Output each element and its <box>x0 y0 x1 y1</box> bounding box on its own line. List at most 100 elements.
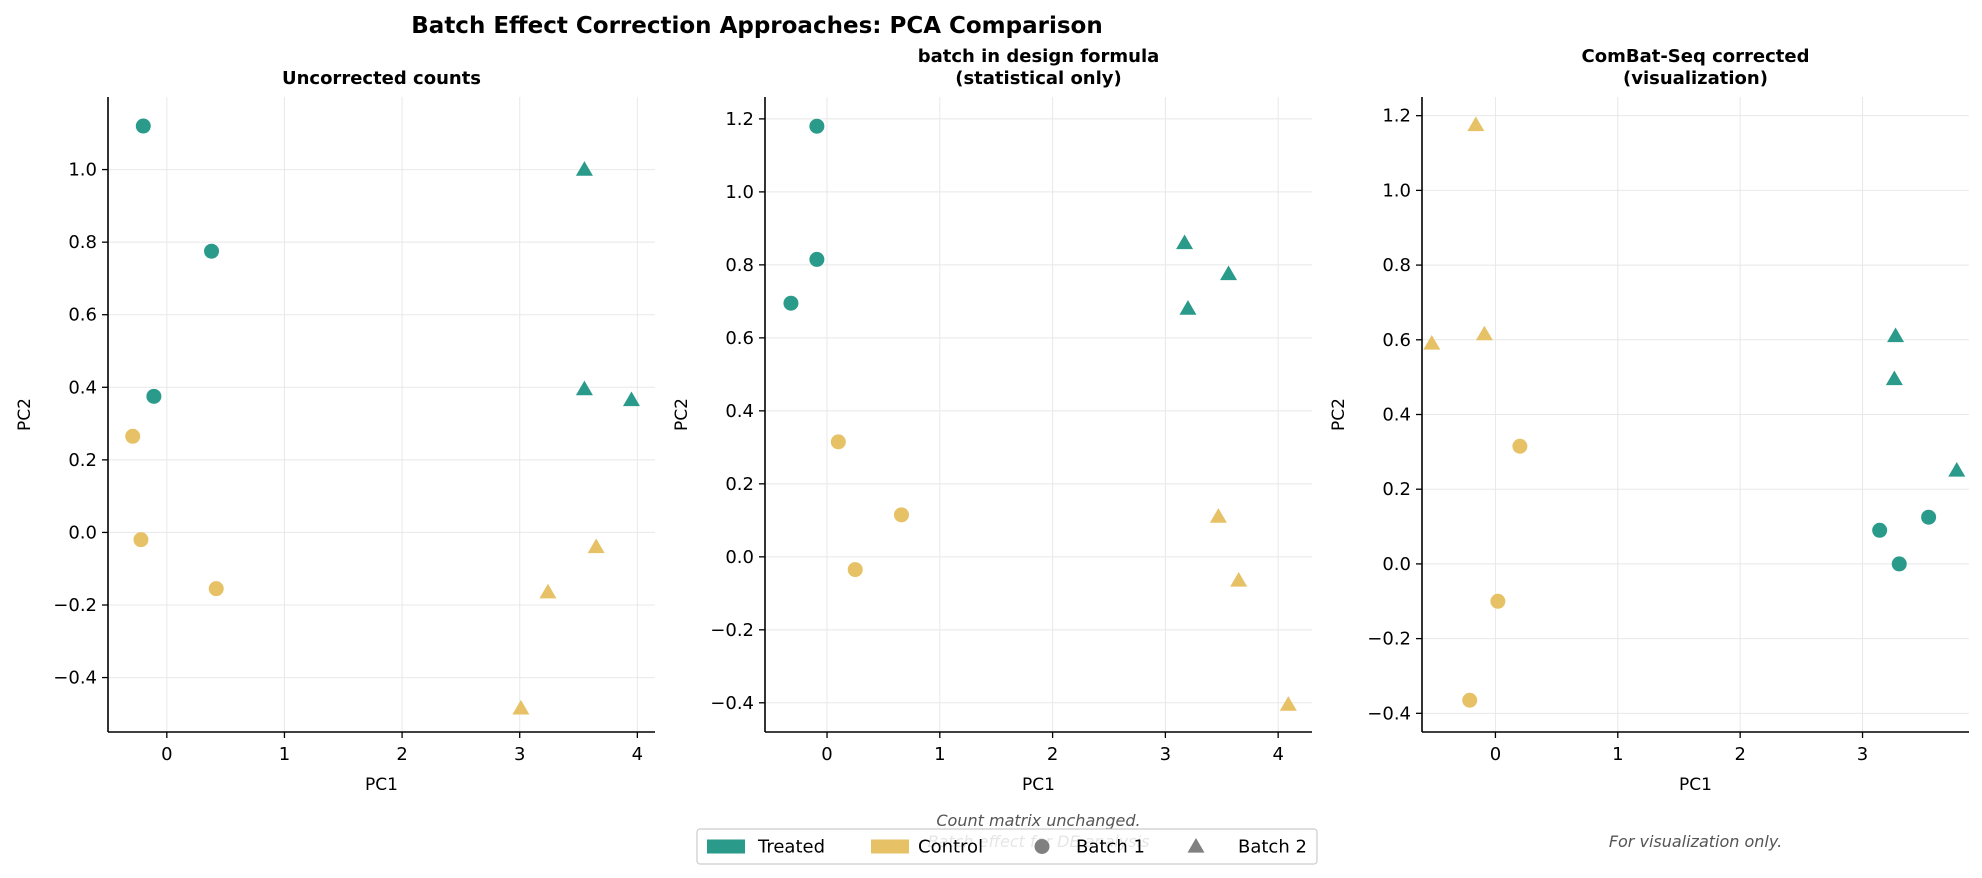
x-axis-label: PC1 <box>1022 775 1055 795</box>
y-tick-label: 1.0 <box>1382 180 1411 201</box>
y-tick-label: 0.4 <box>68 377 97 398</box>
figure-title: Batch Effect Correction Approaches: PCA … <box>411 13 1102 39</box>
legend-swatch <box>707 839 745 854</box>
data-point-control-batch-2 <box>1209 508 1227 523</box>
x-tick-label: 1 <box>279 744 290 765</box>
panel-title: ComBat-Seq corrected (visualization) <box>1582 46 1810 89</box>
y-tick-label: −0.2 <box>53 595 97 616</box>
y-tick-label: 1.2 <box>1382 106 1411 127</box>
data-point-control-batch-2 <box>587 538 605 554</box>
y-axis-label: PC2 <box>672 398 692 431</box>
y-tick-label: −0.4 <box>53 668 97 689</box>
y-tick-label: 1.2 <box>725 109 754 130</box>
x-axis-label: PC1 <box>1679 775 1712 795</box>
y-axis-label: PC2 <box>1329 398 1349 431</box>
panel-note: For visualization only. <box>1609 832 1782 851</box>
data-point-control-batch-2 <box>1467 116 1485 132</box>
data-point-control-batch-1 <box>1462 692 1478 708</box>
data-point-treated-batch-1 <box>1891 556 1907 572</box>
data-point-control-batch-2 <box>1230 572 1248 587</box>
data-point-treated-batch-1 <box>204 243 220 259</box>
data-point-treated-batch-2 <box>1176 234 1194 250</box>
legend-frame <box>696 828 1318 865</box>
x-axis-label: PC1 <box>365 775 398 795</box>
x-tick-label: 0 <box>1490 744 1501 765</box>
data-point-treated-batch-1 <box>809 251 825 267</box>
x-tick-label: 3 <box>514 744 525 765</box>
y-tick-label: 0.0 <box>1382 554 1411 575</box>
y-tick-label: 1.0 <box>68 160 97 181</box>
y-tick-label: −0.2 <box>1367 629 1411 650</box>
data-point-control-batch-1 <box>1512 438 1528 454</box>
legend-label: Batch 1 <box>1076 837 1145 858</box>
y-tick-label: −0.4 <box>710 693 754 714</box>
panel-title: batch in design formula (statistical only… <box>918 46 1160 89</box>
legend-circle-marker <box>1034 839 1050 854</box>
x-tick-label: 0 <box>821 744 832 765</box>
data-point-control-batch-1 <box>1490 593 1506 609</box>
y-tick-label: 0.0 <box>68 522 97 543</box>
data-point-treated-batch-2 <box>1948 462 1966 477</box>
y-tick-label: −0.2 <box>710 620 754 641</box>
y-tick-label: 0.4 <box>1382 405 1411 426</box>
y-tick-label: 0.4 <box>725 401 754 422</box>
x-tick-label: 4 <box>1272 744 1283 765</box>
data-point-treated-batch-2 <box>1179 300 1197 315</box>
panel-3: 0 1 2 3 −0.4 −0.2 0.0 0.2 0.4 0.6 0.8 1.0 1.2 PC1 PC2 C… <box>1329 46 1969 851</box>
legend-item-control: Control <box>871 837 983 858</box>
legend-item-treated: Treated <box>707 837 825 858</box>
data-point-treated-batch-2 <box>575 380 593 396</box>
data-point-treated-batch-1 <box>146 388 162 404</box>
y-tick-label: 1.0 <box>725 182 754 203</box>
x-tick-label: 0 <box>161 744 172 765</box>
data-point-control-batch-2 <box>539 583 557 599</box>
y-axis-label: PC2 <box>15 398 35 431</box>
panel-1: 0 1 2 3 4 −0.4 −0.2 0.0 0.2 0.4 0.6 0.8 1.0 PC1 PC2 Unc… <box>15 68 655 795</box>
y-tick-label: 0.6 <box>1382 330 1411 351</box>
legend-triangle-marker <box>1187 838 1205 853</box>
y-tick-label: −0.4 <box>1367 703 1411 724</box>
data-point-treated-batch-1 <box>783 295 799 311</box>
data-point-control-batch-2 <box>1423 335 1441 350</box>
y-tick-label: 0.2 <box>1382 479 1411 500</box>
data-point-control-batch-1 <box>133 532 149 548</box>
legend: Treated Control Batch 1 Batch 2 <box>696 828 1318 865</box>
y-tick-label: 0.6 <box>68 305 97 326</box>
legend-item-batch-2: Batch 2 <box>1187 837 1307 858</box>
y-tick-label: 0.2 <box>68 450 97 471</box>
legend-swatch <box>871 839 909 854</box>
legend-item-batch-1: Batch 1 <box>1034 837 1145 858</box>
data-point-treated-batch-1 <box>809 118 825 134</box>
x-tick-label: 3 <box>1857 744 1868 765</box>
data-point-treated-batch-2 <box>622 391 640 407</box>
data-point-treated-batch-1 <box>135 118 151 134</box>
data-point-treated-batch-1 <box>1872 522 1888 538</box>
data-point-treated-batch-2 <box>1220 265 1238 281</box>
data-point-control-batch-1 <box>830 434 846 450</box>
x-tick-label: 2 <box>396 744 407 765</box>
data-point-control-batch-2 <box>1475 325 1493 341</box>
data-point-control-batch-1 <box>847 562 863 578</box>
y-tick-label: 0.8 <box>68 232 97 253</box>
data-point-control-batch-2 <box>512 699 530 715</box>
data-point-treated-batch-2 <box>1885 370 1903 386</box>
y-tick-label: 0.2 <box>725 474 754 495</box>
x-tick-label: 1 <box>1612 744 1623 765</box>
y-tick-label: 0.6 <box>725 328 754 349</box>
y-tick-label: 0.8 <box>725 255 754 276</box>
y-tick-label: 0.8 <box>1382 255 1411 276</box>
panel-title: Uncorrected counts <box>282 68 481 89</box>
legend-label: Treated <box>757 837 825 858</box>
x-tick-label: 2 <box>1047 744 1058 765</box>
x-tick-label: 2 <box>1734 744 1745 765</box>
legend-label: Batch 2 <box>1238 837 1307 858</box>
y-tick-label: 0.0 <box>725 547 754 568</box>
data-point-control-batch-2 <box>1279 696 1297 711</box>
panel-2: 0 1 2 3 4 −0.4 −0.2 0.0 0.2 0.4 0.6 0.8 1.0 1.2 PC1 PC2… <box>672 46 1312 851</box>
data-point-treated-batch-2 <box>575 161 593 176</box>
data-point-control-batch-1 <box>893 507 909 523</box>
x-tick-label: 4 <box>632 744 643 765</box>
x-tick-label: 1 <box>934 744 945 765</box>
data-point-control-batch-1 <box>125 428 141 444</box>
